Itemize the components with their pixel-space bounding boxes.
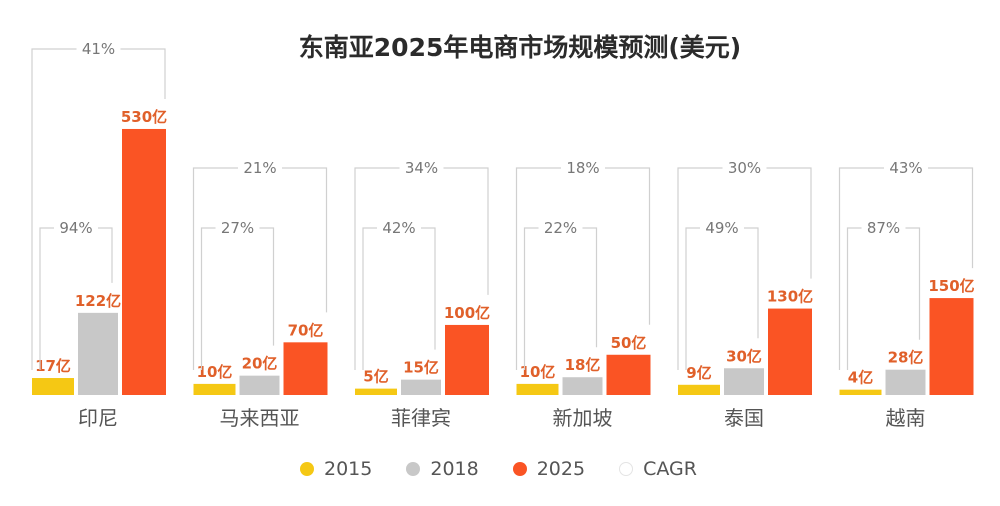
- legend-label-2015: 2015: [324, 458, 373, 480]
- cagr-2015-2018-0-label: 94%: [59, 219, 92, 237]
- bar-2015-5: [839, 389, 882, 395]
- legend-label-2018: 2018: [430, 458, 479, 480]
- bar-2015-0: [32, 378, 74, 395]
- bar-2015-3: [516, 383, 559, 395]
- cagr-2015-2025-4-label: 30%: [728, 159, 761, 177]
- data-label-2015-1: 10亿: [197, 363, 233, 381]
- category-label-4: 泰国: [724, 406, 764, 430]
- data-label-2015-0: 17亿: [35, 357, 71, 375]
- bar-2015-4: [678, 384, 720, 395]
- cagr-2015-2018-4-label: 49%: [705, 219, 738, 237]
- category-label-3: 新加坡: [553, 406, 613, 430]
- data-label-2025-3: 50亿: [611, 334, 647, 352]
- bar-2018-1: [239, 375, 280, 395]
- legend-swatch-2025: [512, 462, 527, 476]
- cagr-2015-2018-5-bracket: [846, 227, 921, 370]
- bar-2015-1: [193, 383, 236, 395]
- data-label-2025-2: 100亿: [444, 304, 490, 322]
- data-label-2015-4: 9亿: [686, 364, 711, 382]
- legend-item-2015: 2015: [300, 458, 372, 480]
- bar-2025-2: [445, 324, 489, 395]
- bar-2018-2: [401, 379, 441, 395]
- data-label-2025-0: 530亿: [121, 108, 167, 126]
- bar-2025-0: [122, 128, 166, 395]
- category-label-5: 越南: [886, 406, 926, 430]
- category-label-0: 印尼: [78, 406, 118, 430]
- cagr-2015-2025-1-bracket: [192, 167, 328, 370]
- bar-2018-4: [724, 368, 764, 395]
- category-label-2: 菲律宾: [391, 406, 451, 430]
- category-label-1: 马来西亚: [220, 406, 300, 430]
- data-label-2018-5: 28亿: [888, 349, 924, 367]
- cagr-2015-2025-2-label: 34%: [405, 159, 438, 177]
- cagr-2015-2025-4-bracket: [677, 167, 812, 370]
- cagr-2015-2025-5-bracket: [838, 167, 974, 370]
- cagr-2015-2018-3-label: 22%: [544, 219, 577, 237]
- data-label-2018-1: 20亿: [242, 355, 278, 373]
- data-label-2018-4: 30亿: [726, 347, 762, 365]
- bar-2018-3: [562, 377, 603, 395]
- data-label-2025-5: 150亿: [928, 277, 974, 295]
- cagr-2015-2018-1-bracket: [200, 227, 275, 370]
- data-label-2025-4: 130亿: [767, 288, 813, 306]
- cagr-2015-2025-0-label: 41%: [82, 40, 115, 58]
- cagr-2015-2025-3-bracket: [515, 167, 651, 370]
- legend-swatch-cagr: [619, 462, 634, 476]
- legend-item-2018: 2018: [406, 458, 479, 480]
- bar-2018-0: [78, 312, 118, 395]
- cagr-2015-2018-3-bracket: [523, 227, 598, 370]
- data-label-2018-3: 18亿: [565, 356, 601, 374]
- legend-item-cagr: CAGR: [619, 458, 697, 480]
- bar-2015-2: [355, 388, 397, 395]
- legend-swatch-2015: [300, 462, 314, 476]
- data-label-2015-2: 5亿: [363, 368, 388, 386]
- bar-2025-3: [606, 354, 651, 395]
- cagr-2015-2025-3-label: 18%: [566, 159, 599, 177]
- bar-2025-4: [768, 308, 812, 395]
- cagr-2015-2025-1-label: 21%: [243, 159, 276, 177]
- legend-label-2025: 2025: [536, 458, 586, 480]
- cagr-2015-2018-5-label: 87%: [867, 219, 900, 237]
- cagr-2015-2025-5-label: 43%: [889, 159, 922, 177]
- data-label-2018-0: 122亿: [75, 292, 121, 310]
- bar-2025-1: [283, 342, 328, 395]
- cagr-2015-2025-2-bracket: [354, 167, 489, 370]
- data-label-2015-5: 4亿: [848, 369, 873, 387]
- legend-item-2025: 2025: [512, 458, 586, 480]
- cagr-2015-2018-0-bracket: [39, 227, 113, 370]
- cagr-2015-2018-2-bracket: [362, 227, 436, 370]
- chart-title: 东南亚2025年电商市场规模预测(美元): [298, 33, 742, 62]
- legend: 2015 2018 2025 CAGR: [300, 458, 697, 480]
- cagr-2015-2018-2-label: 42%: [382, 219, 415, 237]
- data-label-2015-3: 10亿: [520, 363, 556, 381]
- cagr-2015-2018-4-bracket: [685, 227, 759, 370]
- data-label-2025-1: 70亿: [288, 321, 324, 339]
- data-label-2018-2: 15亿: [403, 359, 439, 377]
- legend-swatch-2018: [406, 462, 421, 476]
- cagr-2015-2018-1-label: 27%: [221, 219, 254, 237]
- bar-2025-5: [929, 298, 974, 395]
- cagr-2015-2025-0-bracket: [31, 48, 166, 370]
- legend-label-cagr: CAGR: [643, 458, 697, 480]
- bar-2018-5: [885, 369, 926, 395]
